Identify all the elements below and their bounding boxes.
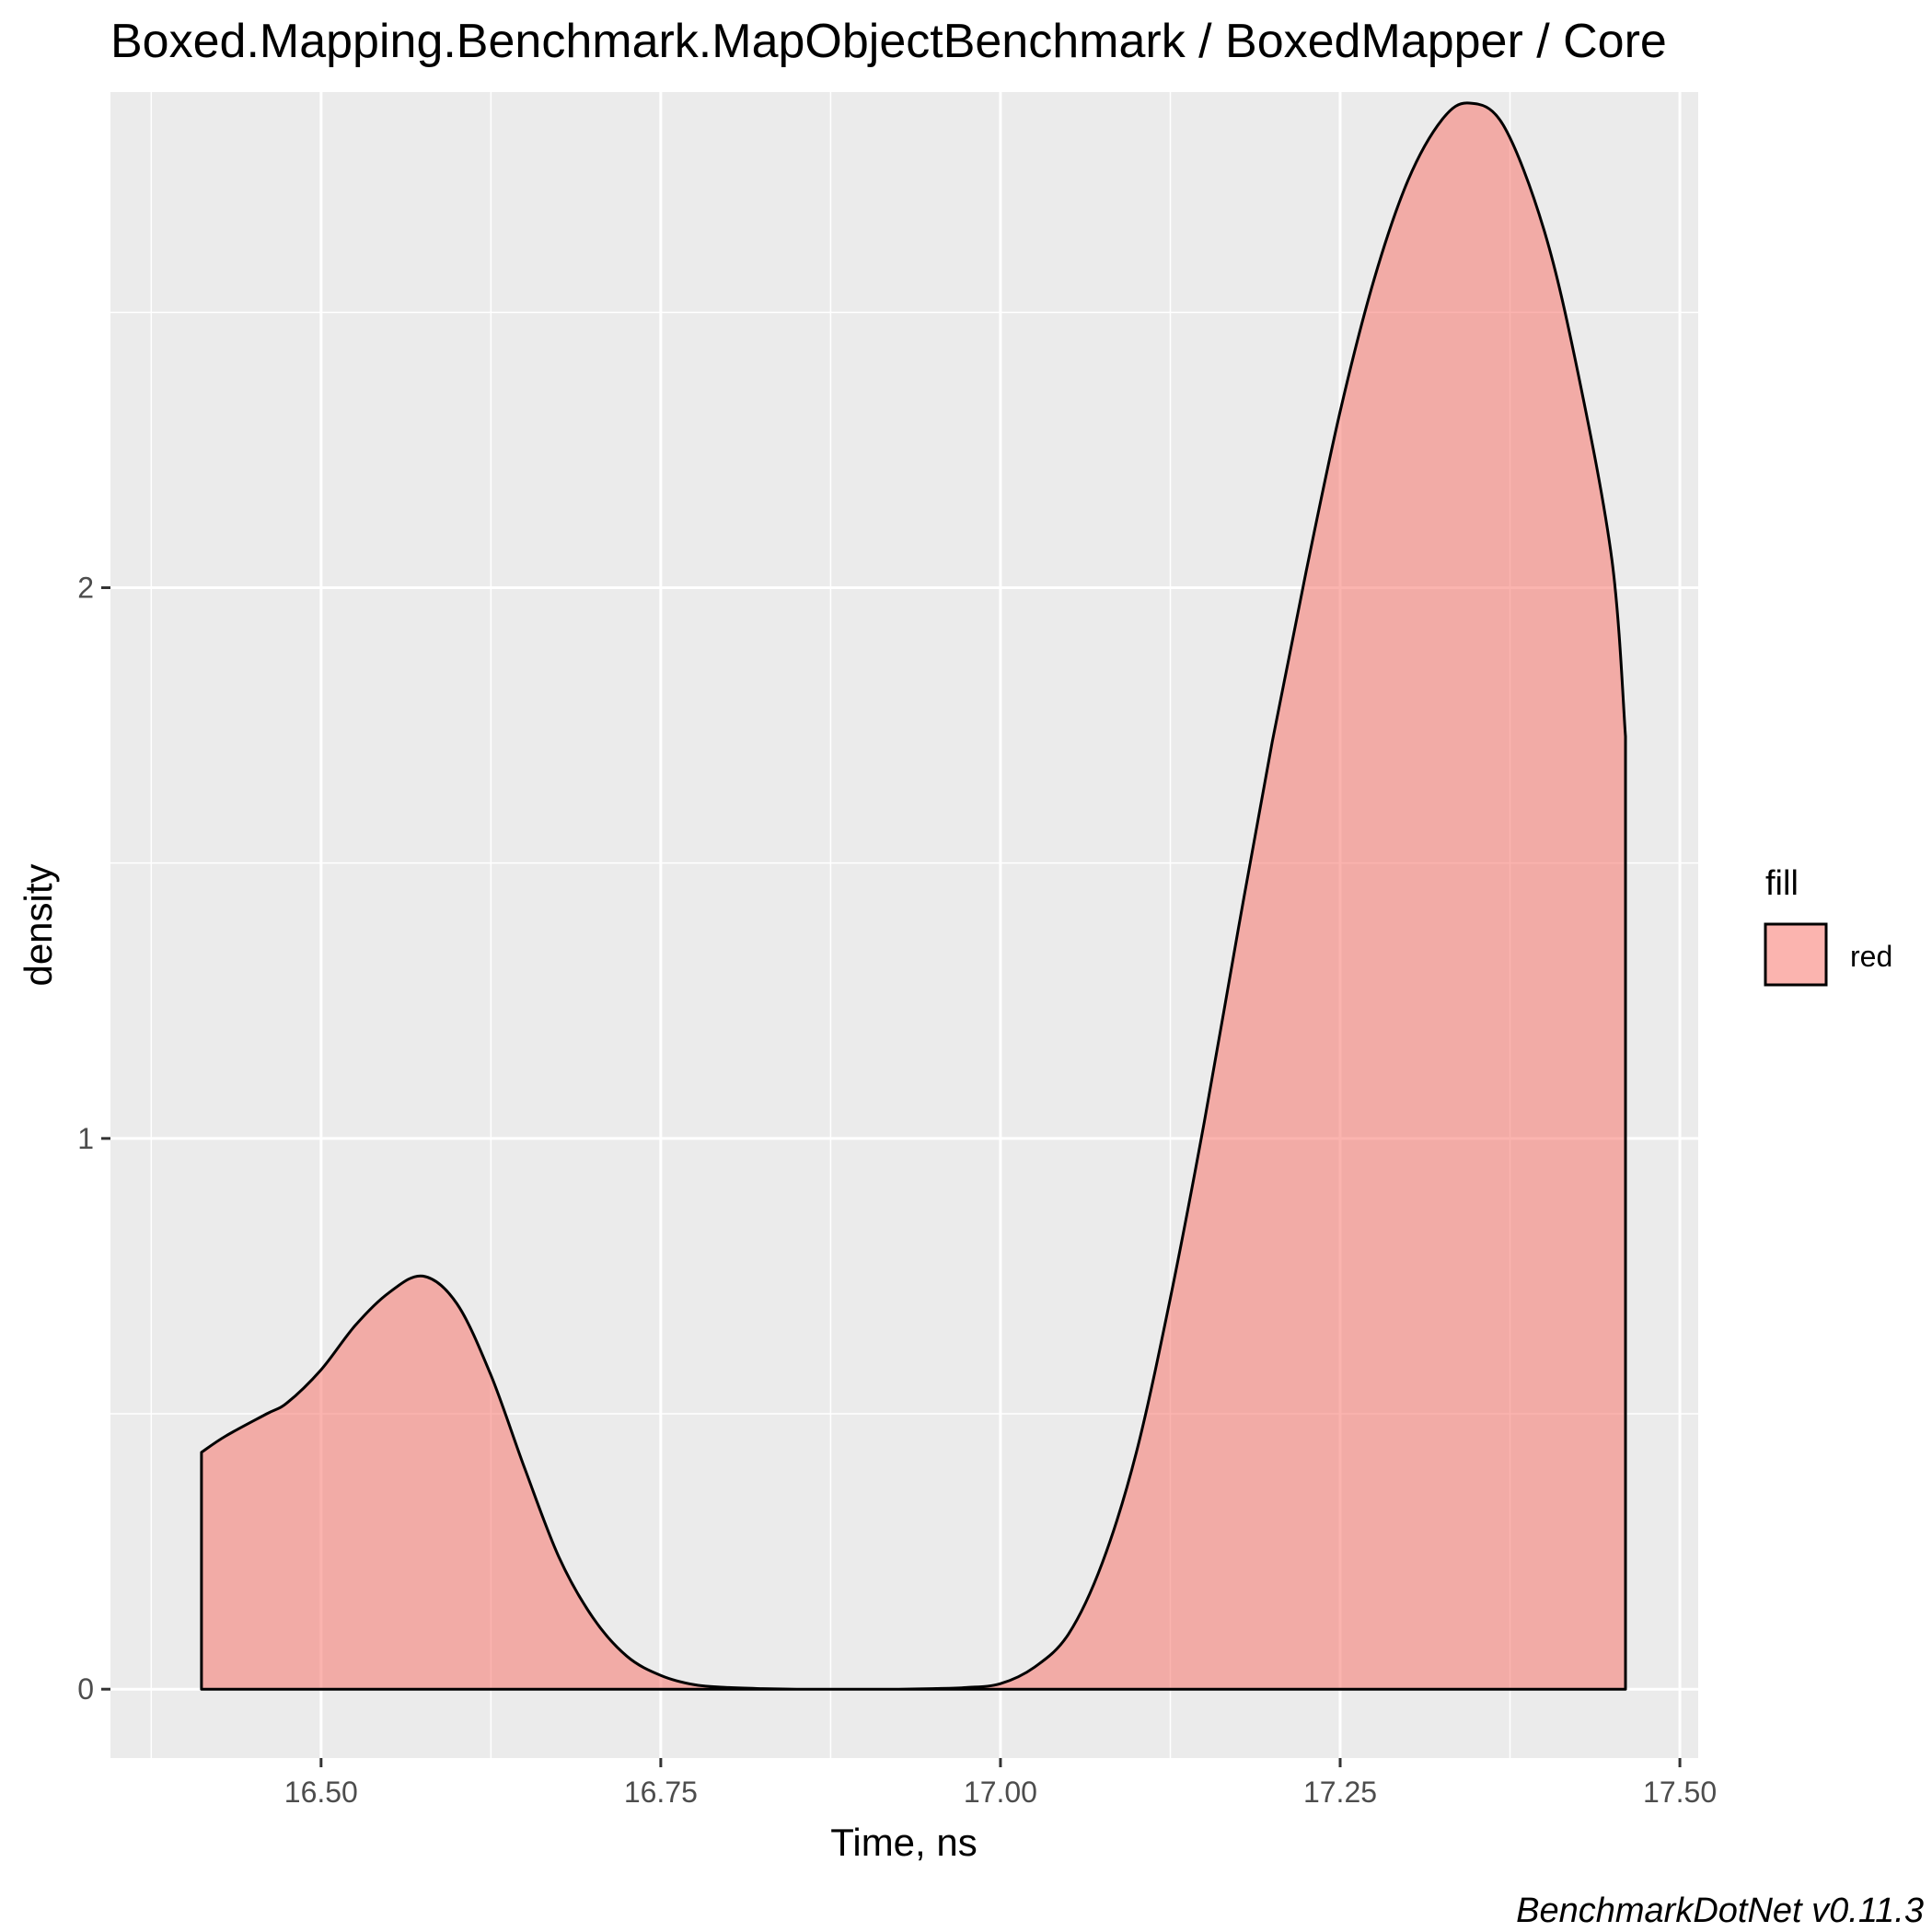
x-tick-label-0: 16.50: [284, 1776, 358, 1809]
density-area: [200, 101, 1627, 1691]
y-tick-label-0: 0: [77, 1672, 94, 1706]
legend-key-red: [1764, 922, 1828, 987]
x-tick-label-4: 17.50: [1643, 1776, 1717, 1809]
y-tick-label-2: 2: [77, 572, 94, 605]
x-axis-title: Time, ns: [830, 1821, 977, 1864]
chart-title: Boxed.Mapping.Benchmark.MapObjectBenchma…: [110, 15, 1667, 68]
x-tick-label-3: 17.25: [1303, 1776, 1377, 1809]
x-tick-label-1: 16.75: [624, 1776, 698, 1809]
chart-caption: BenchmarkDotNet v0.11.3: [1516, 1892, 1924, 1930]
legend: fill red: [1764, 864, 1892, 987]
x-axis: 16.50 16.75 17.00 17.25 17.50: [284, 1758, 1717, 1809]
y-axis-title: density: [17, 863, 60, 986]
x-tick-label-2: 17.00: [964, 1776, 1037, 1809]
legend-label-red: red: [1850, 940, 1892, 973]
y-axis: 0 1 2: [77, 572, 110, 1706]
legend-title: fill: [1765, 864, 1799, 903]
y-tick-label-1: 1: [77, 1122, 94, 1155]
